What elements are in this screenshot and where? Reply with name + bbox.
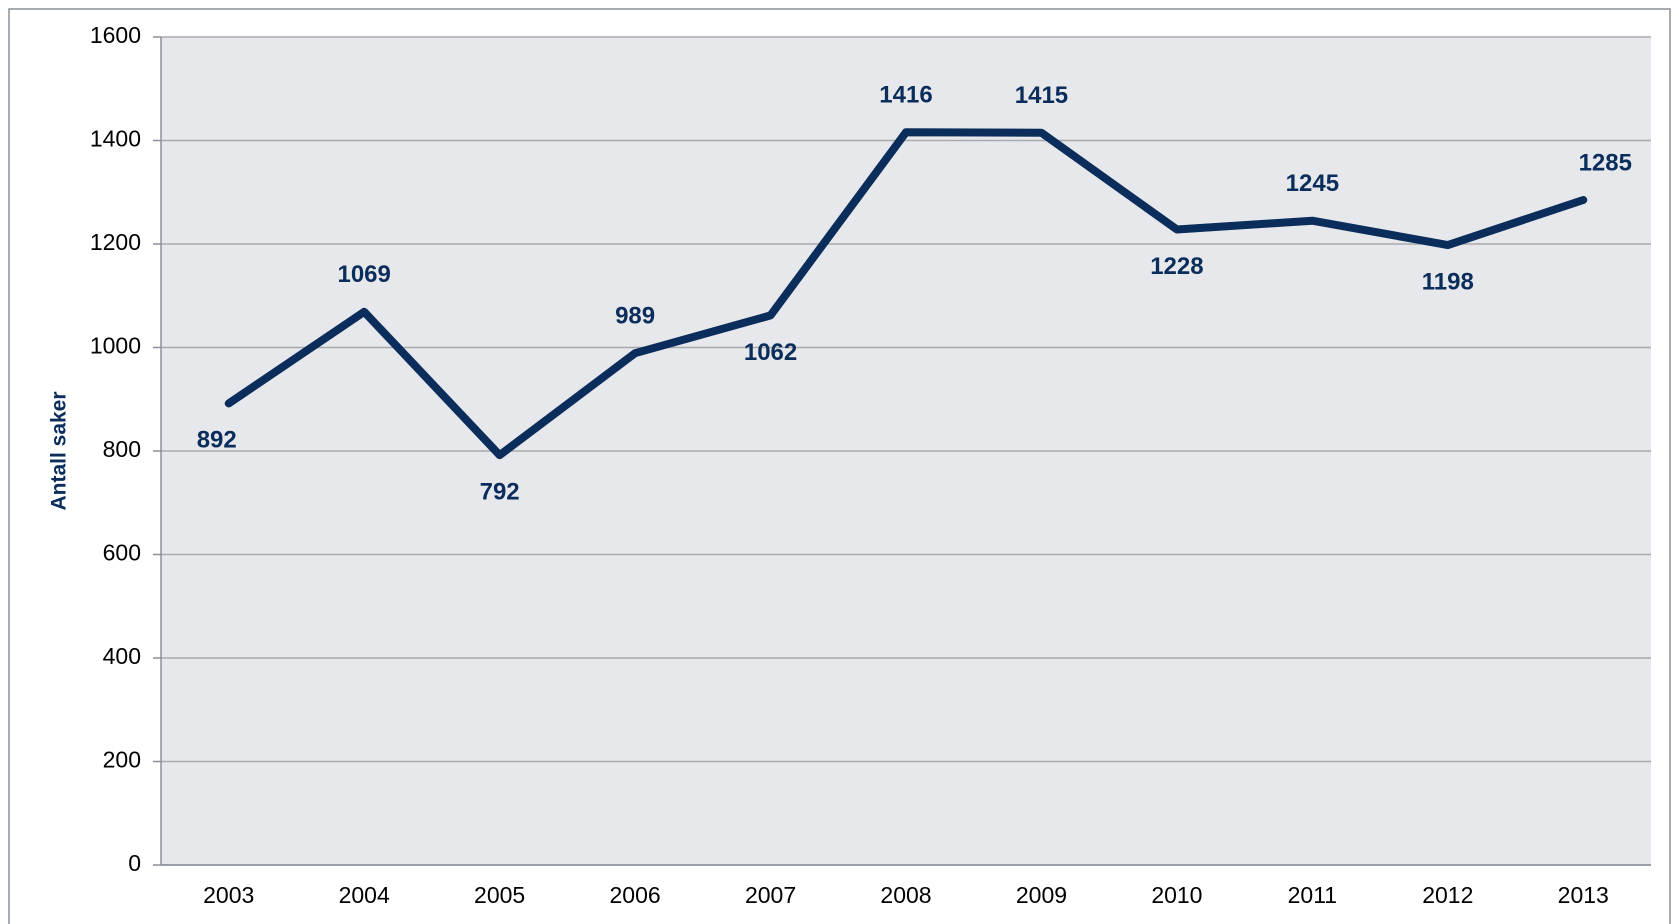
y-tick-label: 200 [103,747,141,773]
value-label: 1228 [1150,253,1203,280]
value-label: 1198 [1422,268,1474,295]
y-tick-label: 600 [103,540,141,566]
value-label: 892 [197,427,237,454]
y-tick-label: 800 [103,436,141,462]
y-tick-label: 400 [103,643,141,669]
value-label: 1415 [1015,82,1068,109]
value-label: 989 [615,303,655,330]
value-label: 1285 [1579,149,1632,176]
chart-border [8,8,1671,924]
y-tick-label: 1000 [90,333,141,359]
x-tick-label: 2005 [474,882,525,908]
y-tick-label: 1200 [90,229,141,255]
x-tick-label: 2011 [1288,882,1337,908]
y-axis-label: Antall saker [48,391,71,510]
data-line [224,128,1588,460]
x-tick-label: 2007 [745,882,796,908]
value-label: 1245 [1286,170,1339,197]
value-label: 1416 [879,82,932,109]
y-tick-label: 0 [128,850,141,876]
x-tick-label: 2013 [1558,882,1609,908]
x-tick-label: 2008 [880,882,931,908]
value-label: 1069 [337,261,390,288]
x-tick-label: 2012 [1422,882,1473,908]
value-label: 1062 [744,339,797,366]
value-label: 792 [480,478,520,505]
y-tick-label: 1400 [90,126,141,152]
x-tick-label: 2004 [339,882,390,908]
x-tick-label: 2009 [1016,882,1067,908]
x-tick-label: 2010 [1151,882,1202,908]
x-tick-label: 2003 [203,882,254,908]
x-tick-label: 2006 [610,882,661,908]
y-tick-label: 1600 [90,22,141,48]
